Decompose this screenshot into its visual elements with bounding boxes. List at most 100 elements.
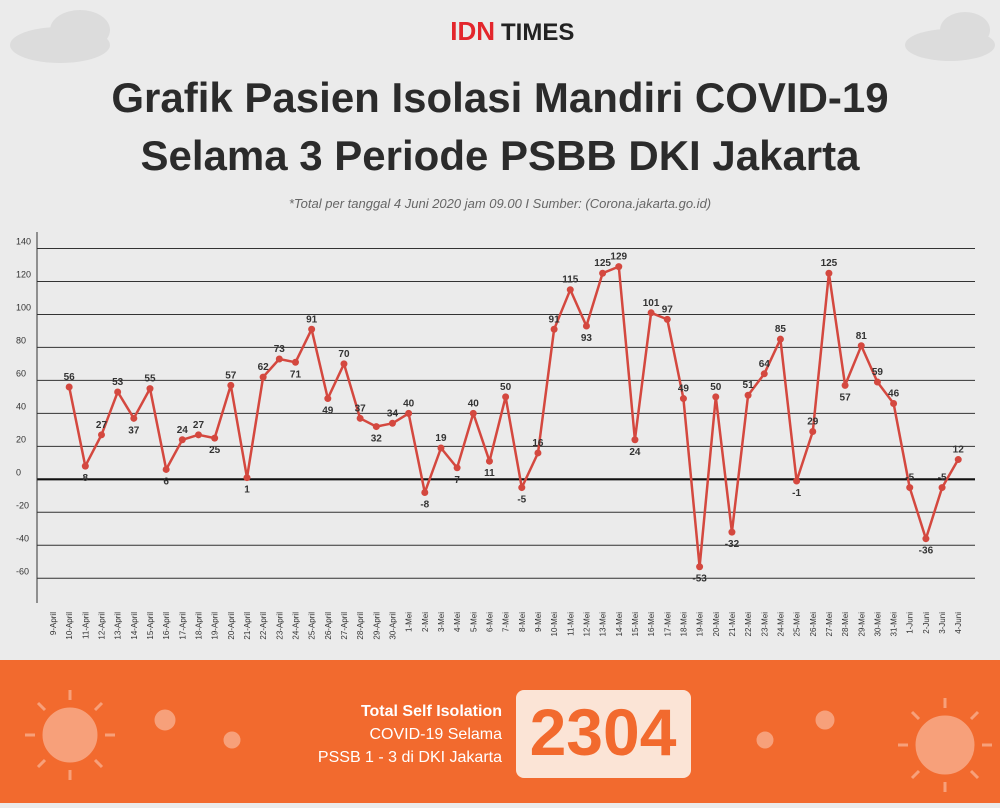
x-tick-label: 8-Mei	[518, 612, 527, 632]
data-label: 129	[610, 252, 627, 263]
data-point	[566, 286, 574, 294]
x-tick-label: 17-Mei	[663, 612, 672, 637]
y-tick-label: 20	[16, 434, 26, 444]
data-label: 71	[290, 369, 302, 380]
data-point	[938, 484, 946, 492]
x-tick-label: 22-April	[259, 612, 268, 640]
x-tick-label: 17-April	[178, 612, 187, 640]
data-point	[146, 385, 154, 393]
summary-box	[516, 690, 691, 778]
data-label: -5	[905, 473, 914, 484]
x-tick-label: 2-Mei	[421, 612, 430, 632]
data-point	[469, 409, 477, 417]
data-label: -5	[517, 495, 526, 506]
data-point	[405, 409, 413, 417]
data-point	[437, 444, 445, 452]
x-tick-label: 13-April	[114, 612, 123, 640]
data-label: 27	[193, 420, 205, 431]
x-tick-label: 12-April	[97, 612, 106, 640]
data-label: 40	[403, 398, 415, 409]
data-point	[194, 431, 202, 439]
chart-subtitle: *Total per tanggal 4 Juni 2020 jam 09.00…	[289, 196, 711, 211]
data-label: 19	[435, 433, 447, 444]
data-point	[550, 325, 558, 333]
data-label: 81	[856, 331, 868, 342]
data-point	[518, 484, 526, 492]
data-point	[324, 395, 332, 403]
y-tick-label: -20	[16, 500, 29, 510]
data-point	[760, 370, 768, 378]
logo-idn: IDN	[450, 16, 495, 46]
y-tick-label: 80	[16, 335, 26, 345]
chart-title: Grafik Pasien Isolasi Mandiri COVID-19	[111, 74, 888, 121]
x-tick-label: 6-Mei	[485, 612, 494, 632]
data-label: -36	[919, 546, 934, 557]
data-label: 85	[775, 324, 787, 335]
data-label: 49	[678, 384, 690, 395]
data-point	[534, 449, 542, 457]
data-label: 51	[743, 380, 755, 391]
x-tick-label: 10-Mei	[550, 612, 559, 637]
x-tick-label: 14-April	[130, 612, 139, 640]
data-label: 49	[322, 406, 334, 417]
data-point	[162, 465, 170, 473]
chart-title: Selama 3 Periode PSBB DKI Jakarta	[140, 132, 860, 179]
x-tick-label: 14-Mei	[615, 612, 624, 637]
data-point	[679, 395, 687, 403]
data-point	[809, 428, 817, 436]
x-tick-label: 16-Mei	[647, 612, 656, 637]
data-label: 24	[629, 447, 641, 458]
x-tick-label: 7-Mei	[502, 612, 511, 632]
data-label: 16	[532, 438, 544, 449]
y-tick-label: 60	[16, 368, 26, 378]
data-point	[227, 381, 235, 389]
x-tick-label: 11-Mei	[566, 612, 575, 636]
data-label: -32	[725, 539, 740, 550]
x-tick-label: 9-April	[49, 612, 58, 635]
data-label: 101	[643, 298, 660, 309]
data-point	[114, 388, 122, 396]
data-line	[67, 265, 960, 568]
data-point	[696, 563, 704, 571]
data-point	[81, 462, 89, 470]
x-tick-label: 21-April	[243, 612, 252, 640]
x-tick-label: 4-Juni	[954, 612, 963, 634]
data-label: 50	[500, 382, 512, 393]
data-label: 64	[759, 359, 771, 370]
x-tick-label: 27-April	[340, 612, 349, 640]
data-label: 57	[840, 392, 852, 403]
x-tick-label: 2-Juni	[922, 612, 931, 634]
x-tick-label: 26-Mei	[809, 612, 818, 637]
data-label: 57	[225, 370, 237, 381]
virus-decoration	[25, 690, 992, 792]
x-tick-label: 16-April	[162, 612, 171, 640]
data-label: 93	[581, 333, 593, 344]
data-point	[259, 373, 267, 381]
x-tick-label: 20-April	[227, 612, 236, 640]
summary-label: Total Self Isolation	[361, 703, 502, 720]
data-label: 97	[662, 304, 674, 315]
data-point	[599, 269, 607, 277]
summary-value: 2304	[530, 695, 677, 769]
data-point	[372, 423, 380, 431]
x-tick-label: 20-Mei	[712, 612, 721, 637]
data-label: 62	[258, 362, 270, 373]
data-point	[663, 315, 671, 323]
y-tick-label: 0	[16, 467, 21, 477]
data-point	[615, 263, 623, 271]
x-tick-label: 25-Mei	[793, 612, 802, 637]
data-point	[631, 436, 639, 444]
data-point	[340, 360, 348, 368]
data-label: 11	[484, 468, 495, 479]
y-tick-label: 100	[16, 302, 31, 312]
x-tick-label: 5-Mei	[469, 612, 478, 632]
data-label: 125	[594, 258, 611, 269]
x-tick-label: 29-April	[372, 612, 381, 640]
data-point	[954, 456, 962, 464]
data-label: 7	[454, 475, 460, 486]
data-label: -1	[792, 488, 801, 499]
x-tick-label: 9-Mei	[534, 612, 543, 632]
data-point	[211, 434, 219, 442]
